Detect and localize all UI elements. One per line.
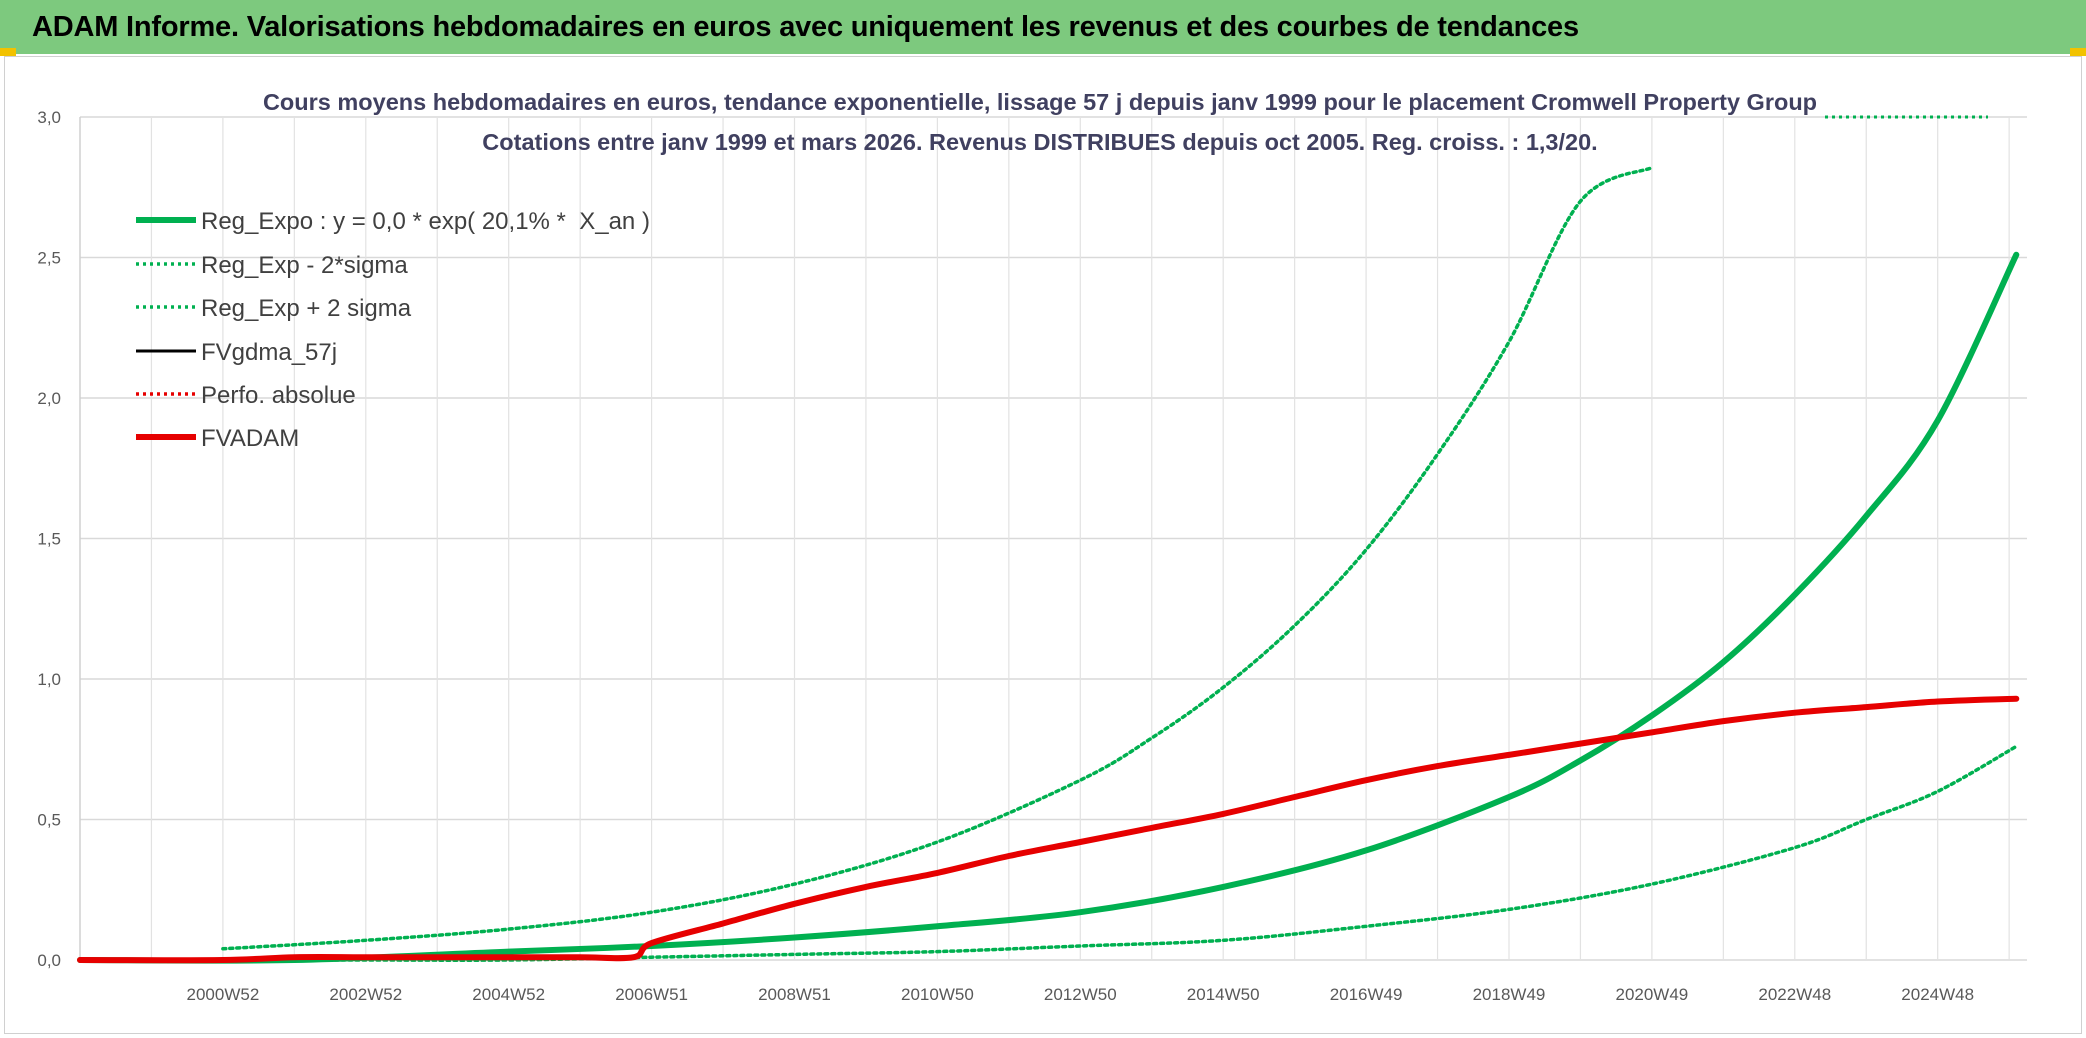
series-line-0 xyxy=(77,251,2020,964)
legend-label-reg-expo: Reg_Expo : y = 0,0 * exp( 20,1% * X_an ) xyxy=(201,208,650,235)
series-line-5 xyxy=(77,695,2020,964)
series-line-1 xyxy=(221,744,2019,962)
corner-mark-left xyxy=(0,48,16,56)
chart-title-line-1: Cours moyens hebdomadaires en euros, ten… xyxy=(263,89,1817,115)
corner-mark-right xyxy=(2070,48,2086,56)
x-tick-label: 2008W51 xyxy=(758,985,831,1004)
x-tick-label: 2020W49 xyxy=(1615,985,1688,1004)
legend-label-perfo-absolue: Perfo. absolue xyxy=(201,382,356,409)
y-tick-label: 2,5 xyxy=(37,249,61,268)
y-tick-label: 1,0 xyxy=(37,670,61,689)
legend-item-reg-exp-minus: Reg_Exp - 2*sigma xyxy=(136,252,408,279)
chart-grid xyxy=(79,116,2027,961)
legend-label-reg-exp-plus: Reg_Exp + 2 sigma xyxy=(201,295,412,322)
legend-label-fvgdma: FVgdma_57j xyxy=(201,339,337,366)
legend-label-fvadam: FVADAM xyxy=(201,425,299,452)
series-line-2 xyxy=(221,165,1654,951)
x-axis-ticks: 2000W52 2002W52 2004W52 2006W51 2008W51 2010W… xyxy=(187,985,1975,1004)
x-tick-label: 2014W50 xyxy=(1187,985,1260,1004)
x-tick-label: 2016W49 xyxy=(1330,985,1403,1004)
legend-item-perfo-absolue: Perfo. absolue xyxy=(136,382,356,409)
legend-item-reg-expo: Reg_Expo : y = 0,0 * exp( 20,1% * X_an ) xyxy=(136,208,650,235)
legend: Reg_Expo : y = 0,0 * exp( 20,1% * X_an )… xyxy=(136,208,650,452)
report-title: ADAM Informe. Valorisations hebdomadaire… xyxy=(32,10,1579,43)
y-tick-label: 1,5 xyxy=(37,530,61,549)
series-layer xyxy=(77,165,2020,964)
x-tick-label: 2022W48 xyxy=(1758,985,1831,1004)
chart-title-line-2: Cotations entre janv 1999 et mars 2026. … xyxy=(482,129,1597,155)
y-axis-ticks: 0,0 0,5 1,0 1,5 2,0 2,5 3,0 xyxy=(37,108,61,970)
y-tick-label: 0,5 xyxy=(37,811,61,830)
legend-item-fvadam: FVADAM xyxy=(136,425,299,452)
x-tick-label: 2002W52 xyxy=(329,985,402,1004)
legend-item-fvgdma: FVgdma_57j xyxy=(136,339,337,366)
x-tick-label: 2000W52 xyxy=(187,985,260,1004)
x-tick-label: 2010W50 xyxy=(901,985,974,1004)
x-tick-label: 2006W51 xyxy=(615,985,688,1004)
legend-label-reg-exp-minus: Reg_Exp - 2*sigma xyxy=(201,252,408,279)
report-header: ADAM Informe. Valorisations hebdomadaire… xyxy=(0,0,2086,54)
x-tick-label: 2018W49 xyxy=(1473,985,1546,1004)
y-tick-label: 2,0 xyxy=(37,389,61,408)
y-tick-label: 3,0 xyxy=(37,108,61,127)
x-tick-label: 2004W52 xyxy=(472,985,545,1004)
chart-frame xyxy=(4,56,2082,1034)
legend-item-reg-exp-plus: Reg_Exp + 2 sigma xyxy=(136,295,412,322)
x-tick-label: 2012W50 xyxy=(1044,985,1117,1004)
y-tick-label: 0,0 xyxy=(37,951,61,970)
x-tick-label: 2024W48 xyxy=(1901,985,1974,1004)
